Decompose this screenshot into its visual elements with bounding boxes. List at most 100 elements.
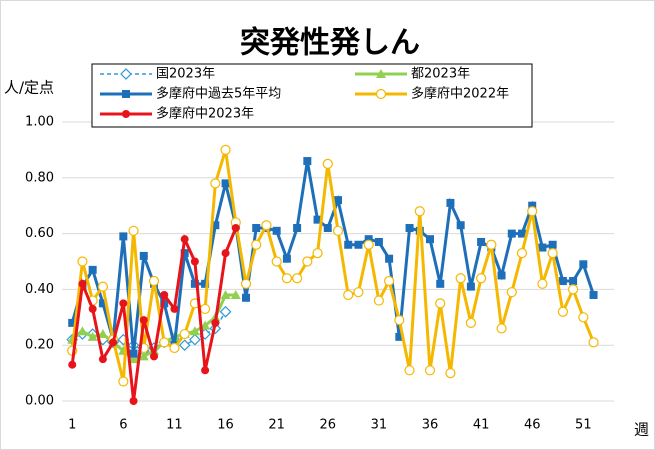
series-line [70, 160, 595, 354]
marker [476, 273, 487, 284]
marker [120, 68, 132, 80]
marker [445, 368, 456, 379]
marker [343, 289, 354, 301]
x-tick-label: 21 [268, 418, 285, 433]
marker [569, 277, 578, 286]
marker [405, 224, 414, 233]
marker [516, 248, 528, 259]
marker [557, 306, 568, 317]
marker [119, 232, 128, 241]
marker [477, 237, 486, 246]
marker [252, 224, 261, 233]
marker [322, 158, 333, 169]
marker [527, 206, 538, 217]
marker [88, 304, 97, 313]
marker [435, 298, 446, 309]
marker [414, 206, 425, 217]
marker [190, 279, 199, 288]
marker [364, 235, 373, 244]
marker [424, 365, 436, 376]
marker [242, 293, 250, 302]
marker [374, 237, 383, 246]
x-tick-label: 11 [166, 418, 183, 433]
marker [68, 360, 77, 369]
x-tick-label: 16 [217, 418, 234, 433]
marker [506, 287, 517, 298]
marker [579, 260, 588, 269]
marker [200, 303, 211, 315]
marker [334, 196, 342, 205]
marker [404, 365, 415, 376]
marker [97, 281, 108, 292]
marker [507, 229, 516, 238]
marker [220, 144, 231, 155]
marker [363, 239, 374, 250]
y-tick-label: 0.60 [25, 226, 54, 241]
marker [588, 337, 599, 348]
x-tick-label: 46 [524, 418, 541, 433]
marker [466, 282, 475, 291]
marker [426, 235, 434, 244]
marker [189, 326, 200, 336]
legend-box [91, 63, 533, 128]
series-line [70, 149, 595, 382]
marker [179, 328, 190, 340]
y-tick-label: 0.40 [25, 282, 54, 297]
marker [486, 239, 497, 250]
y-tick-label: 0.80 [25, 170, 54, 185]
marker [109, 338, 118, 347]
marker [261, 220, 272, 231]
marker [88, 265, 97, 274]
marker [221, 179, 230, 188]
marker [201, 366, 210, 375]
marker [122, 110, 130, 118]
y-tick-label: 1.00 [25, 115, 54, 130]
marker [159, 337, 170, 348]
marker [200, 320, 211, 330]
marker [446, 198, 455, 207]
marker [354, 240, 363, 249]
marker [189, 333, 201, 346]
marker [323, 224, 332, 233]
marker [293, 224, 302, 233]
marker [292, 273, 303, 284]
marker [150, 352, 158, 361]
marker [221, 249, 230, 258]
marker [353, 287, 364, 298]
marker [129, 349, 138, 358]
marker [282, 254, 291, 263]
y-tick-label: 0.00 [25, 394, 54, 409]
legend-label: 多摩府中2022年 [411, 86, 509, 102]
marker [201, 279, 210, 288]
marker [98, 355, 107, 364]
marker [219, 305, 232, 318]
marker [302, 256, 313, 267]
marker [220, 289, 231, 299]
marker [281, 273, 292, 284]
x-tick-label: 31 [371, 418, 388, 433]
legend-label: 国2023年 [156, 67, 215, 82]
marker [210, 178, 221, 189]
marker [231, 224, 240, 233]
marker [436, 279, 445, 288]
marker [568, 284, 579, 295]
marker [119, 299, 128, 308]
marker [148, 275, 160, 287]
marker [180, 249, 189, 258]
marker [118, 376, 129, 387]
marker [455, 273, 466, 284]
marker [211, 318, 220, 327]
marker [211, 221, 220, 230]
marker [548, 240, 557, 249]
marker [538, 243, 547, 252]
marker [139, 251, 148, 260]
marker [456, 221, 465, 230]
marker [271, 256, 282, 267]
x-tick-label: 41 [473, 418, 490, 433]
legend-label: 都2023年 [411, 67, 470, 82]
marker [547, 248, 558, 259]
marker [87, 331, 98, 341]
marker [77, 256, 88, 267]
marker [394, 314, 405, 326]
y-axis-label: 人/定点 [4, 79, 54, 97]
